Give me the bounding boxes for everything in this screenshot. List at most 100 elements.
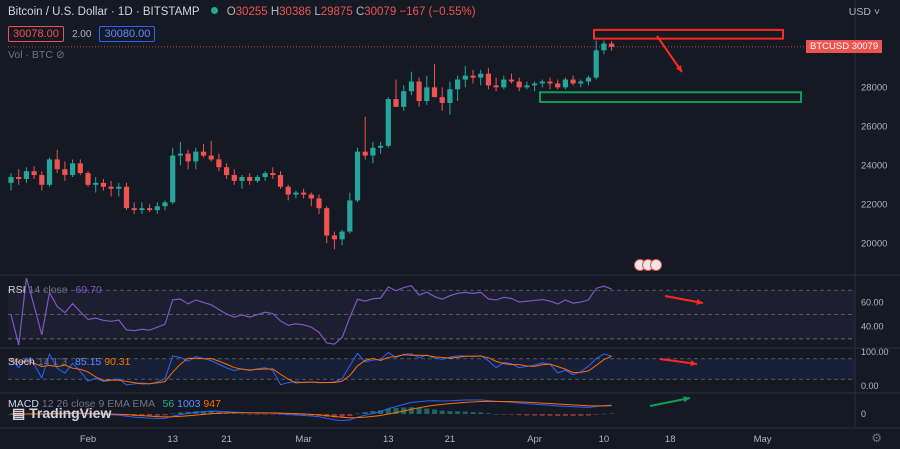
candle-body bbox=[570, 79, 576, 84]
macd-histogram-bar bbox=[331, 414, 337, 418]
candle-body bbox=[424, 87, 430, 101]
rsi-down-arrow-head bbox=[696, 298, 703, 305]
stoch-down-arrow-head bbox=[690, 360, 697, 367]
candle-body bbox=[347, 200, 353, 232]
macd-histogram-bar bbox=[408, 407, 414, 414]
candle-body bbox=[154, 206, 160, 211]
time-tick-label: 10 bbox=[599, 434, 610, 445]
currency-select[interactable]: USD ˅ bbox=[848, 6, 880, 18]
macd-signal-line bbox=[10, 400, 612, 419]
macd-histogram-bar bbox=[208, 411, 214, 414]
macd-value: 1003 bbox=[177, 398, 201, 410]
price-tick-label: 22000 bbox=[861, 199, 887, 210]
candle-body bbox=[478, 73, 484, 78]
macd-hist-value: 56 bbox=[162, 398, 175, 410]
candle-body bbox=[401, 91, 407, 107]
resistance-zone-box bbox=[593, 28, 784, 40]
candle-body bbox=[539, 81, 545, 84]
buy-button[interactable]: 30080.00 bbox=[99, 26, 156, 42]
candle-body bbox=[62, 169, 68, 176]
candle-body bbox=[316, 198, 322, 209]
gear-icon[interactable]: ⚙ bbox=[871, 431, 882, 445]
macd-histogram-bar bbox=[424, 408, 430, 414]
candle-body bbox=[354, 151, 361, 201]
macd-histogram-bar bbox=[516, 414, 522, 416]
low-value: 29875 bbox=[320, 6, 353, 18]
candle-body bbox=[362, 151, 368, 156]
macd-histogram-bar bbox=[170, 413, 176, 415]
macd-histogram-bar bbox=[470, 412, 476, 414]
trade-buttons: 30078.00 2.00 30080.00 bbox=[8, 26, 156, 42]
macd-histogram-bar bbox=[262, 414, 268, 415]
eye-off-icon[interactable]: ⊘ bbox=[55, 49, 65, 61]
volume-legend[interactable]: Vol · BTC ⊘ bbox=[8, 49, 65, 61]
macd-histogram-bar bbox=[455, 411, 461, 414]
candle-body bbox=[46, 159, 53, 185]
candle-body bbox=[578, 81, 584, 84]
candle-body bbox=[231, 175, 237, 181]
candle-body bbox=[370, 147, 376, 156]
stoch-d-value: 90.31 bbox=[104, 356, 131, 368]
macd-histogram-bar bbox=[524, 414, 530, 416]
macd-legend[interactable]: MACD 12 26 close 9 EMA EMA 56 1003 947 bbox=[8, 398, 221, 410]
macd-histogram-bar bbox=[493, 413, 499, 415]
macd-histogram-bar bbox=[485, 413, 491, 414]
price-tick-label: 28000 bbox=[861, 82, 887, 93]
candle-body bbox=[262, 173, 268, 177]
candle-body bbox=[601, 43, 607, 51]
candle-body bbox=[16, 177, 22, 179]
macd-histogram-bar bbox=[562, 414, 568, 416]
candle-body bbox=[470, 75, 476, 78]
macd-histogram-bar bbox=[601, 413, 607, 415]
macd-histogram-bar bbox=[593, 414, 599, 415]
macd-histogram-bar bbox=[539, 414, 545, 416]
macd-histogram-bar bbox=[162, 414, 168, 416]
candle-body bbox=[393, 99, 399, 107]
candle-body bbox=[254, 177, 260, 181]
change-value: −167 (−0.55%) bbox=[399, 6, 476, 18]
candle-body bbox=[301, 192, 307, 195]
stoch-legend[interactable]: Stoch 14 1 3 85.15 90.31 bbox=[8, 356, 131, 368]
macd-histogram-bar bbox=[301, 414, 307, 416]
candle-body bbox=[493, 85, 499, 88]
macd-histogram-bar bbox=[247, 414, 253, 415]
stoch-k-value: 85.15 bbox=[74, 356, 102, 368]
time-tick-label: 13 bbox=[383, 434, 394, 445]
sell-button[interactable]: 30078.00 bbox=[8, 26, 64, 42]
macd-histogram-bar bbox=[77, 413, 83, 415]
time-tick-label: Mar bbox=[295, 434, 311, 445]
rsi-tick-label: 60.00 bbox=[861, 297, 884, 307]
macd-up-arrow-head bbox=[683, 396, 690, 403]
candle-body bbox=[277, 175, 284, 187]
price-down-arrow bbox=[656, 35, 683, 73]
candle-body bbox=[485, 73, 491, 86]
macd-histogram-bar bbox=[416, 408, 422, 414]
candle-body bbox=[609, 43, 615, 47]
macd-histogram-bar bbox=[147, 414, 153, 417]
tv-logo-icon: ▤ bbox=[12, 405, 26, 421]
stoch-band bbox=[8, 358, 855, 380]
candle-body bbox=[339, 231, 345, 240]
stoch-d-line bbox=[10, 354, 612, 385]
macd-histogram-bar bbox=[555, 414, 561, 416]
candle-body bbox=[162, 202, 168, 207]
time-tick-label: 21 bbox=[221, 434, 232, 445]
candle-body bbox=[177, 153, 183, 156]
open-value: 30255 bbox=[235, 6, 268, 18]
candle-body bbox=[501, 79, 507, 88]
candle-body bbox=[593, 50, 599, 78]
candle-body bbox=[508, 79, 515, 82]
macd-histogram-bar bbox=[177, 412, 183, 414]
time-tick-label: 13 bbox=[167, 434, 178, 445]
candle-body bbox=[524, 85, 530, 88]
candle-body bbox=[216, 159, 222, 168]
stoch-tick-label: 0.00 bbox=[861, 381, 879, 391]
market-status-dot bbox=[210, 7, 218, 14]
rsi-legend[interactable]: RSI 14 close 69.70 bbox=[8, 284, 102, 296]
tradingview-logo[interactable]: ▤ TradingView bbox=[12, 405, 112, 421]
candle-body bbox=[39, 175, 45, 185]
macd-histogram-bar bbox=[278, 414, 283, 415]
symbol-title[interactable]: Bitcoin / U.S. Dollar · 1D · BITSTAMP bbox=[8, 6, 200, 18]
candle-body bbox=[100, 182, 106, 187]
